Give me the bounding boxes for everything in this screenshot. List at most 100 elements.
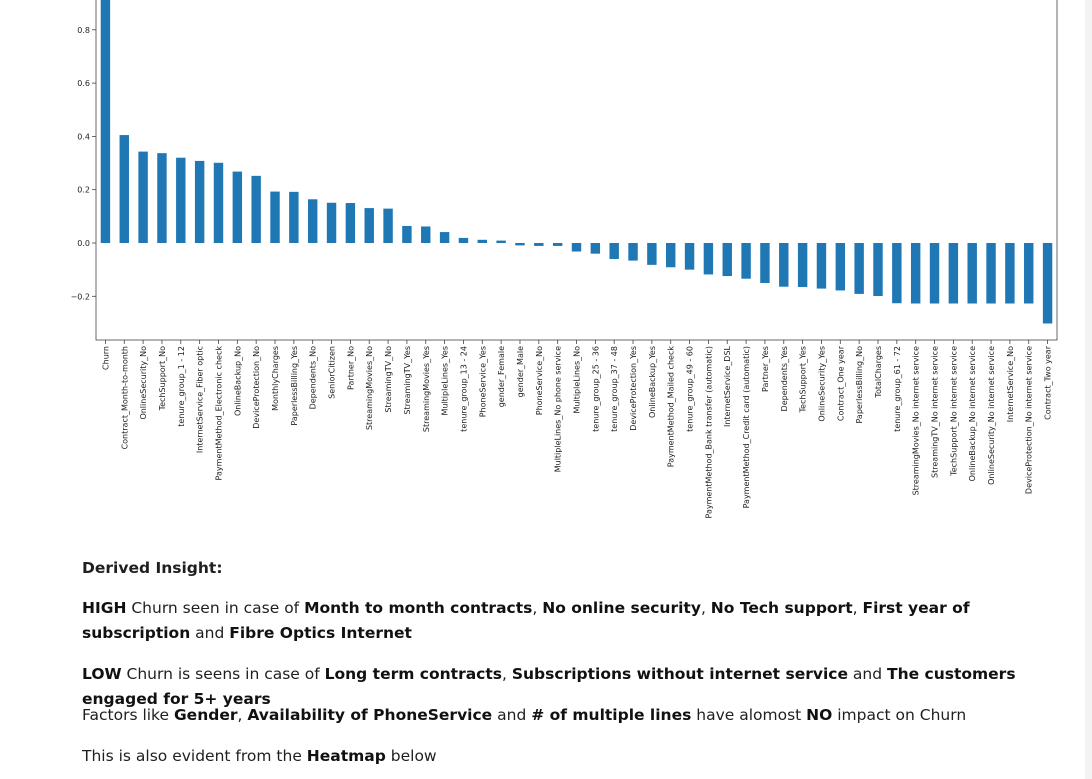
factor-phoneservice: Availability of PhoneService xyxy=(247,706,493,724)
bar-tenure-group-49-60 xyxy=(684,243,695,270)
bar-tenure-group-61-72 xyxy=(892,243,902,304)
bar-seniorcitizen xyxy=(326,202,337,243)
x-tick-label: StreamingTV_No xyxy=(384,346,393,413)
x-tick-label: MultipleLines_Yes xyxy=(441,346,450,416)
x-tick-label: OnlineBackup_Yes xyxy=(648,346,657,418)
bar-paymentmethod-credit-card-automatic- xyxy=(741,243,751,279)
chart-bars xyxy=(100,0,1053,324)
x-tick-label: InternetService_DSL xyxy=(723,345,732,427)
x-tick-label: PhoneService_Yes xyxy=(478,346,487,417)
factor-no-internet-service: Subscriptions without internet service xyxy=(511,665,848,683)
factor-engaged-5-years: The customers engaged for 5+ years xyxy=(82,665,1016,708)
heatmap-word: Heatmap xyxy=(306,747,386,765)
bar-tenure-group-25-36 xyxy=(590,243,601,254)
bar-paymentmethod-electronic-check xyxy=(213,162,224,243)
x-tick-label: TechSupport_No xyxy=(158,346,167,412)
x-axis-ticks: Churn Contract_Month-to-month OnlineSecuri… xyxy=(101,340,1053,519)
y-tick-label: 0.4 xyxy=(77,132,90,141)
x-tick-label: TechSupport_Yes xyxy=(799,346,808,413)
bar-tenure-group-1-12 xyxy=(176,157,186,243)
bar-onlinesecurity-no xyxy=(138,151,148,243)
insight-text: below xyxy=(385,747,437,765)
bar-internetservice-no xyxy=(1005,243,1015,304)
insight-text: This is also evident from the xyxy=(82,747,307,765)
bar-streamingmovies-no xyxy=(364,208,374,243)
bar-phoneservice-yes xyxy=(477,239,487,243)
x-tick-label: InternetService_No xyxy=(1006,346,1015,422)
x-tick-label: Dependents_No xyxy=(309,346,318,410)
bar-onlinesecurity-yes xyxy=(816,243,827,289)
x-tick-label: Churn xyxy=(101,346,110,370)
bar-onlinebackup-yes xyxy=(647,243,657,265)
low-label: LOW xyxy=(82,665,122,683)
separator: , xyxy=(502,665,512,683)
x-tick-label: PaymentMethod_Electronic check xyxy=(214,346,223,481)
bar-onlinebackup-no xyxy=(232,171,243,243)
x-tick-label: PaymentMethod_Mailed check xyxy=(667,346,676,468)
x-tick-label: gender_Female xyxy=(497,346,506,407)
bar-onlinesecurity-no-internet-service xyxy=(986,243,996,304)
y-tick-label: 0.8 xyxy=(77,26,90,35)
x-tick-label: TechSupport_No internet service xyxy=(949,346,958,477)
y-tick-label: 0.2 xyxy=(77,186,90,195)
x-tick-label: StreamingMovies_No internet service xyxy=(912,346,921,495)
x-tick-label: tenure_group_25 - 36 xyxy=(591,346,600,432)
bar-internetservice-dsl xyxy=(722,243,732,277)
x-tick-label: StreamingTV_Yes xyxy=(403,346,412,415)
bar-streamingtv-no-internet-service xyxy=(929,243,940,304)
factor-no: NO xyxy=(806,706,833,724)
x-tick-label: PaymentMethod_Credit card (automatic) xyxy=(742,346,751,508)
x-tick-label: OnlineBackup_No internet service xyxy=(968,346,977,481)
bar-multiplelines-yes xyxy=(439,232,450,243)
bar-paperlessbilling-yes xyxy=(289,191,299,243)
x-tick-label: OnlineSecurity_No xyxy=(139,346,148,420)
x-tick-label: DeviceProtection_Yes xyxy=(629,346,638,431)
bar-streamingmovies-no-internet-service xyxy=(910,243,921,304)
x-tick-label: tenure_group_61 - 72 xyxy=(893,346,902,432)
bar-partner-no xyxy=(345,203,356,243)
x-tick-label: OnlineSecurity_No internet service xyxy=(987,346,996,485)
bar-paymentmethod-bank-transfer-automatic- xyxy=(703,243,714,275)
separator: and xyxy=(492,706,532,724)
bar-techsupport-no-internet-service xyxy=(948,243,959,304)
x-tick-label: PaperlessBilling_Yes xyxy=(290,346,299,426)
bar-streamingtv-yes xyxy=(402,225,412,243)
x-tick-label: Contract_Month-to-month xyxy=(120,346,129,449)
insight-text: Factors like xyxy=(82,706,174,724)
x-tick-label: Partner_No xyxy=(346,346,355,390)
x-tick-label: Partner_Yes xyxy=(761,346,770,392)
bar-gender-male xyxy=(515,243,525,246)
insight-low-churn: LOW Churn is seens in case of Long term … xyxy=(82,662,1072,712)
bar-dependents-yes xyxy=(779,243,789,287)
x-tick-label: InternetService_Fiber optic xyxy=(196,346,205,453)
scrollbar[interactable] xyxy=(1085,0,1092,779)
separator: , xyxy=(237,706,248,724)
x-tick-label: tenure_group_37 - 48 xyxy=(610,346,619,432)
bar-phoneservice-no xyxy=(534,243,544,246)
bar-multiplelines-no xyxy=(571,243,582,252)
correlation-bar-chart: −0.2 0.0 0.2 0.4 0.6 0.8 Churn Contract_Month-… xyxy=(71,0,1058,519)
bar-streamingmovies-yes xyxy=(421,226,431,243)
y-tick-label: 0.6 xyxy=(77,79,90,88)
x-tick-label: OnlineBackup_No xyxy=(233,346,242,416)
x-tick-label: SeniorCitizen xyxy=(328,346,337,399)
factor-no-online-security: No online security xyxy=(542,599,701,617)
bar-deviceprotection-no-internet-service xyxy=(1024,243,1034,304)
separator: have alomost xyxy=(691,706,807,724)
bar-streamingtv-no xyxy=(383,208,393,243)
insight-high-churn: HIGH Churn seen in case of Month to mont… xyxy=(82,596,1072,646)
x-tick-label: tenure_group_49 - 60 xyxy=(686,346,695,432)
bar-churn xyxy=(100,0,111,243)
bar-paperlessbilling-no xyxy=(854,243,864,294)
bar-tenure-group-13-24 xyxy=(458,237,469,243)
factor-first-year: First year of subscription xyxy=(82,599,970,642)
separator: and xyxy=(847,665,887,683)
x-tick-label: DeviceProtection_No xyxy=(252,346,261,429)
insight-title: Derived Insight: xyxy=(82,559,223,577)
x-tick-label: Contract_Two year xyxy=(1044,345,1053,420)
x-tick-label: OnlineSecurity_Yes xyxy=(817,346,826,422)
bar-dependents-no xyxy=(307,199,318,243)
factor-long-term-contracts: Long term contracts xyxy=(324,665,502,683)
bar-monthlycharges xyxy=(270,191,280,243)
separator: , xyxy=(852,599,863,617)
